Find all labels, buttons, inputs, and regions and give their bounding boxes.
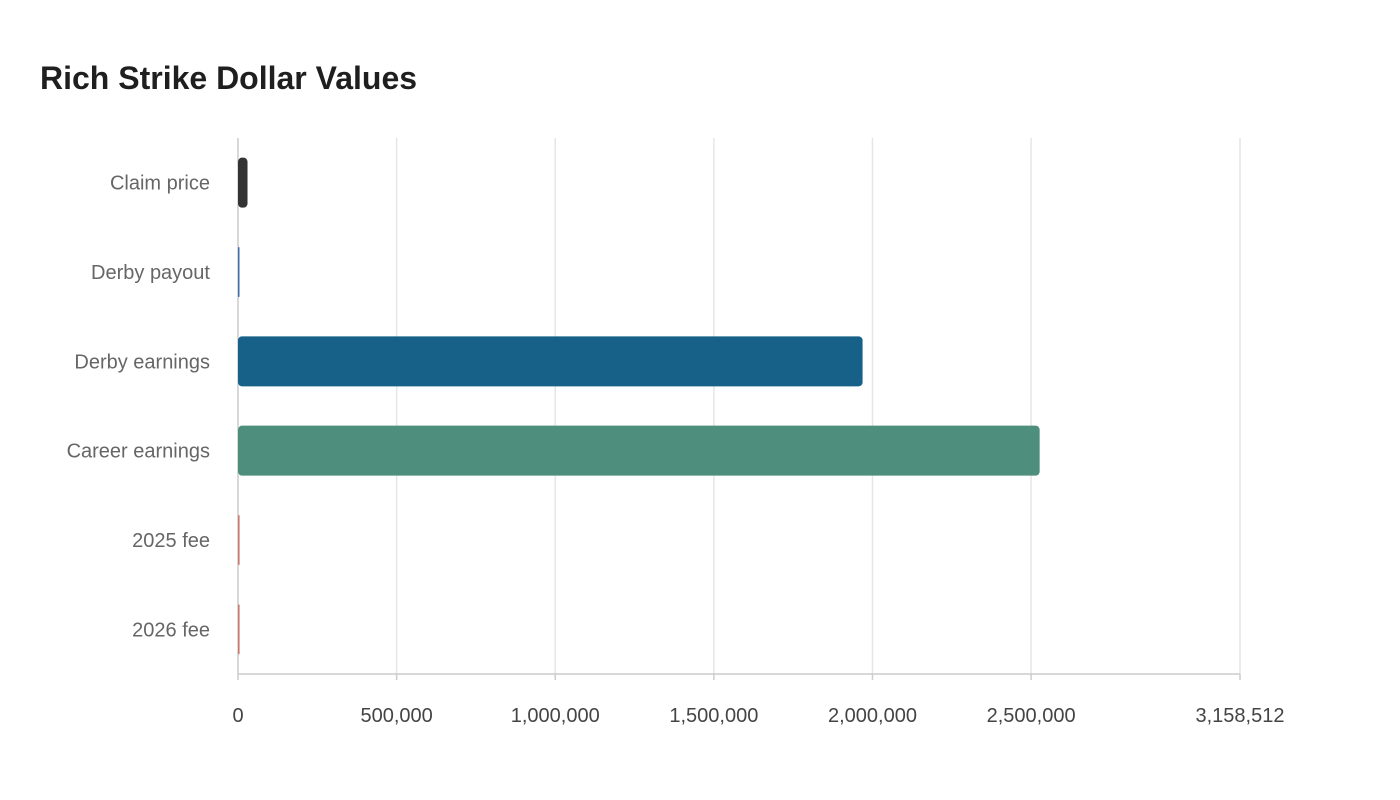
bars <box>238 157 1040 655</box>
x-tick-label: 2,500,000 <box>987 705 1076 727</box>
category-label: 2026 fee <box>132 619 210 641</box>
category-label: Claim price <box>110 173 210 195</box>
category-label: Career earnings <box>67 441 210 463</box>
bar-derby-payout <box>238 246 240 298</box>
x-tick-label: 2,000,000 <box>828 705 917 727</box>
axes <box>237 138 1241 680</box>
bar-career-earnings <box>238 425 1040 476</box>
category-label: Derby earnings <box>74 351 210 373</box>
category-labels: Claim price Derby payout Derby earnings Car… <box>67 173 211 642</box>
chart-title: Rich Strike Dollar Values <box>40 60 418 96</box>
x-tick-label: 3,158,512 <box>1196 705 1285 727</box>
x-tick-labels: 0 500,000 1,000,000 1,500,000 2,000,000 2,500… <box>232 705 1284 727</box>
x-tick-label: 0 <box>232 705 243 727</box>
grid-lines <box>395 138 1241 674</box>
category-label: 2025 fee <box>132 530 210 552</box>
bar-2026-fee <box>238 604 240 655</box>
bar-derby-earnings <box>238 336 863 387</box>
bar-2025-fee <box>238 514 240 566</box>
x-tick-label: 1,000,000 <box>511 705 600 727</box>
bar-claim-price <box>238 157 248 208</box>
category-label: Derby payout <box>91 262 210 284</box>
x-tick-label: 500,000 <box>360 705 432 727</box>
x-tick-label: 1,500,000 <box>669 705 758 727</box>
